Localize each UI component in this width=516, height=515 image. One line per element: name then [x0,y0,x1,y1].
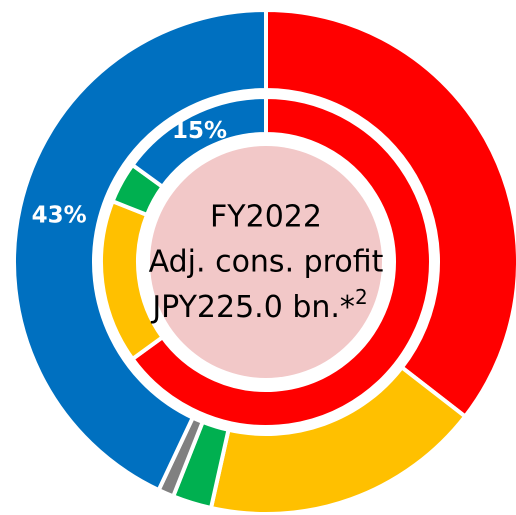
ring-segment [129,94,433,429]
footnote-mark: 2 [355,285,368,309]
center-circle [150,146,382,378]
ring-segment [264,7,516,420]
rings [12,7,516,515]
value-label: 43% [32,202,87,228]
center-line: JPY225.0 bn.*2 [150,285,367,325]
center-line: JPY225.0 bn.* [150,290,355,325]
center-line: Adj. cons. profit [149,245,384,280]
value-label: 15% [172,118,227,144]
ring-segment [12,7,268,493]
center-line: FY2022 [210,200,322,235]
ring-segment [129,94,268,190]
